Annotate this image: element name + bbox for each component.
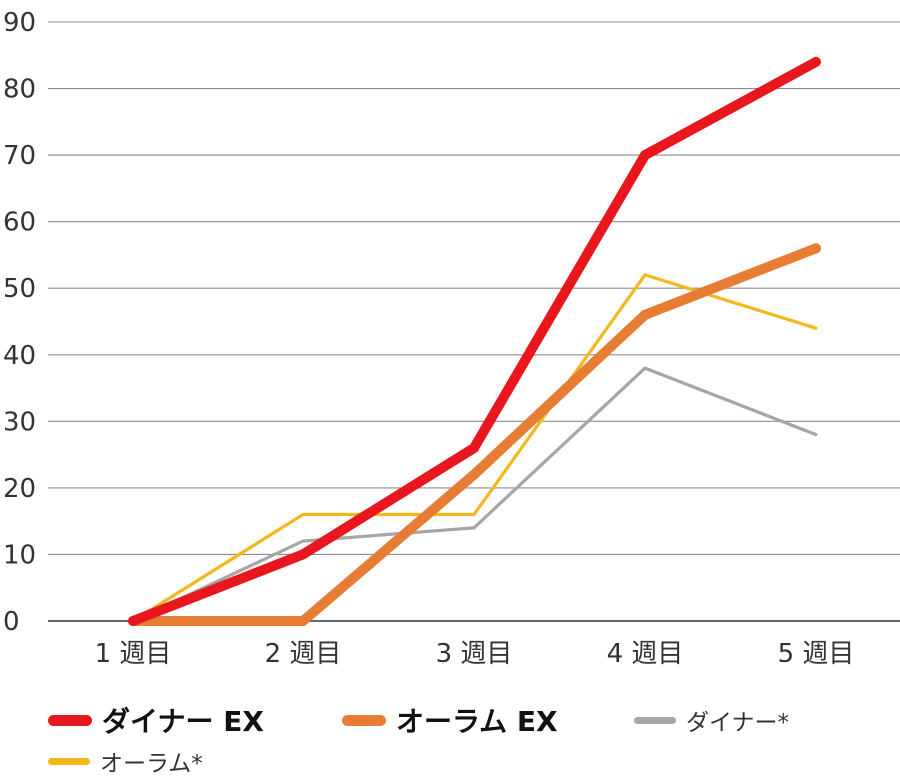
y-tick-label-10: 10: [3, 540, 36, 570]
x-tick-label: 2 週目: [265, 639, 342, 669]
y-tick-label-90: 90: [3, 8, 36, 38]
y-tick-label-30: 30: [3, 407, 36, 437]
y-tick-label-80: 80: [3, 75, 36, 105]
y-tick-label-70: 70: [3, 141, 36, 171]
x-tick-label: 4 週目: [607, 639, 684, 669]
series-line-1: [128, 243, 821, 626]
y-tick-label-0: 0: [3, 607, 20, 637]
grid-lines: [48, 21, 900, 622]
x-axis-ticks: 1 週目 2 週目 3 週目 4 週目 5 週目: [95, 639, 855, 669]
series-line-0: [128, 56, 821, 626]
series-line-2: [131, 366, 818, 623]
y-tick-label-60: 60: [3, 208, 36, 238]
series-lines: [128, 56, 821, 626]
y-tick-label-50: 50: [3, 274, 36, 304]
y-tick-label-40: 40: [3, 341, 36, 371]
x-tick-label: 3 週目: [436, 639, 513, 669]
x-tick-label: 5 週目: [778, 639, 855, 669]
y-axis-ticks: 0 10 20 30 40 50 60 70 80 90: [3, 8, 36, 637]
y-tick-label-20: 20: [3, 474, 36, 504]
x-tick-label: 1 週目: [95, 639, 172, 669]
